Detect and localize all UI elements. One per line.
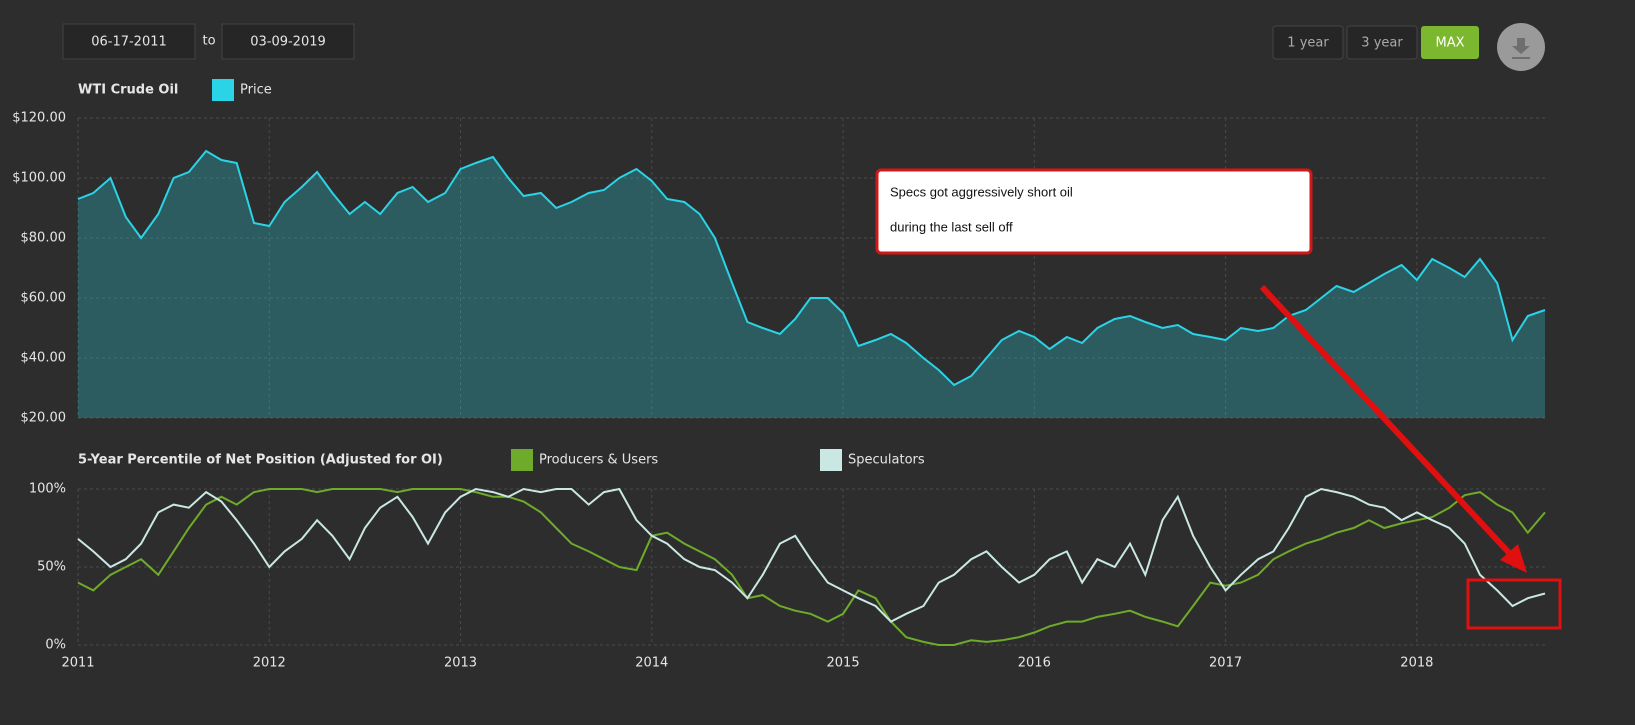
- arrow-head: [1500, 544, 1527, 573]
- range-label[interactable]: 1 year: [1287, 36, 1329, 51]
- start-date[interactable]: 06-17-2011: [91, 35, 167, 50]
- date-separator: to: [202, 34, 215, 49]
- y-tick-label: $120.00: [12, 111, 66, 126]
- date-range: 06-17-2011 to 03-09-2019: [62, 23, 355, 60]
- start-date-box[interactable]: [62, 23, 196, 60]
- annotation: Specs got aggressively short oil during …: [875, 168, 1562, 630]
- x-tick-label: 2018: [1400, 656, 1433, 671]
- chart-title: WTI Crude Oil: [78, 83, 178, 98]
- legend-label: Speculators: [848, 453, 925, 468]
- line: [77, 487, 1546, 623]
- x-tick-label: 2011: [61, 656, 94, 671]
- y-tick-label: $100.00: [12, 171, 66, 186]
- range-button[interactable]: [1272, 25, 1344, 60]
- x-tick-label: 2017: [1209, 656, 1242, 671]
- range-label[interactable]: 3 year: [1361, 36, 1403, 51]
- y-tick-label: $20.00: [21, 411, 67, 426]
- highlight-box: [1466, 578, 1562, 630]
- annotation-arrow: [1259, 284, 1515, 559]
- legend-swatch: [820, 449, 842, 471]
- legend-label: Producers & Users: [539, 453, 658, 468]
- legend-label: Price: [240, 83, 272, 98]
- range-button-active[interactable]: [1421, 26, 1479, 59]
- y-tick-label: 0%: [45, 638, 66, 653]
- legend-swatch: [511, 449, 533, 471]
- download-icon: [1512, 38, 1530, 59]
- y-tick-label: 100%: [29, 482, 66, 497]
- x-tick-label: 2016: [1018, 656, 1051, 671]
- x-tick-label: 2015: [827, 656, 860, 671]
- y-tick-label: 50%: [37, 560, 66, 575]
- annotation-text: Specs got aggressively short oil: [890, 184, 1073, 199]
- area: [78, 151, 1545, 418]
- line: [77, 149, 1546, 387]
- x-tick-label: 2013: [444, 656, 477, 671]
- x-tick-label: 2014: [635, 656, 668, 671]
- end-date-box[interactable]: [221, 23, 355, 60]
- range-button[interactable]: [1346, 25, 1418, 60]
- line: [77, 488, 1546, 646]
- chart-title: 5-Year Percentile of Net Position (Adjus…: [78, 453, 443, 468]
- y-tick-label: $60.00: [21, 291, 67, 306]
- y-tick-label: $80.00: [21, 231, 67, 246]
- y-tick-label: $40.00: [21, 351, 67, 366]
- legend-swatch: [212, 79, 234, 101]
- end-date[interactable]: 03-09-2019: [250, 35, 326, 50]
- range-label[interactable]: MAX: [1435, 36, 1464, 51]
- annotation-box: [875, 168, 1313, 255]
- charts: WTI Crude Oil Price $20.00 $40.00 $60.00 $80.…: [12, 79, 1546, 671]
- annotation-text: during the last sell off: [890, 219, 1013, 234]
- x-tick-label: 2012: [253, 656, 286, 671]
- range-buttons: 1 year 3 year MAX: [1272, 23, 1545, 71]
